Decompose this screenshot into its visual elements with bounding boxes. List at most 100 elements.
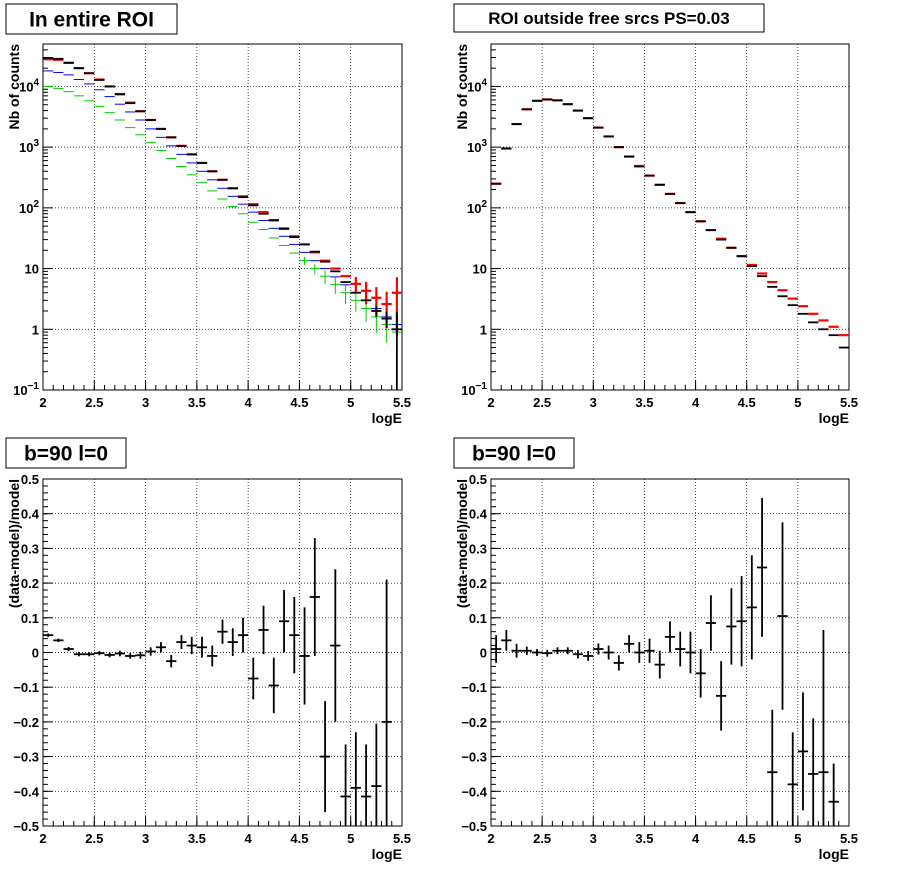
data-point bbox=[371, 723, 382, 826]
data-point bbox=[716, 661, 727, 731]
y-tick-label: 0 bbox=[32, 646, 39, 661]
data-point bbox=[654, 650, 665, 679]
data-point bbox=[278, 590, 290, 653]
x-tick-label: 2.5 bbox=[533, 395, 551, 410]
data-point bbox=[309, 263, 320, 275]
x-tick-label: 5 bbox=[794, 395, 801, 410]
x-tick-label: 4.5 bbox=[738, 831, 756, 846]
y-axis-label: Nb of counts bbox=[454, 44, 470, 130]
data-point bbox=[104, 652, 115, 658]
x-tick-label: 3 bbox=[590, 395, 597, 410]
x-tick-label: 4 bbox=[245, 831, 253, 846]
data-point bbox=[299, 256, 310, 265]
y-tick-label: −0.4 bbox=[13, 784, 39, 799]
y-tick-label: 0.1 bbox=[469, 611, 487, 626]
data-point bbox=[685, 631, 696, 674]
x-tick-label: 5.5 bbox=[840, 831, 858, 846]
title-box bbox=[453, 437, 575, 469]
x-tick-label: 3.5 bbox=[635, 831, 653, 846]
data-point bbox=[227, 628, 238, 656]
data-point bbox=[593, 643, 604, 655]
data-point bbox=[350, 276, 361, 294]
data-point bbox=[43, 633, 54, 637]
x-tick-label: 2.5 bbox=[533, 831, 551, 846]
data-point bbox=[695, 649, 706, 698]
data-point bbox=[94, 651, 105, 656]
y-tick-label: −0.2 bbox=[461, 715, 487, 730]
y-tick-label: 104 bbox=[19, 77, 39, 94]
x-tick-label: 4 bbox=[692, 395, 700, 410]
data-point bbox=[531, 649, 543, 656]
x-tick-label: 2.5 bbox=[85, 831, 103, 846]
data-point bbox=[562, 647, 573, 655]
data-point bbox=[797, 692, 809, 811]
x-tick-label: 3.5 bbox=[635, 395, 653, 410]
data-point bbox=[644, 638, 655, 663]
data-point bbox=[258, 605, 269, 655]
x-axis-label: logE bbox=[819, 410, 849, 426]
y-axis-label: Nb of counts bbox=[6, 44, 22, 130]
y-axis-label: (data-model)/model bbox=[6, 479, 22, 608]
y-tick-label: 103 bbox=[467, 138, 487, 155]
y-tick-label: 102 bbox=[467, 199, 487, 216]
data-point bbox=[114, 650, 126, 657]
data-point bbox=[53, 638, 64, 643]
x-axis-label: logE bbox=[372, 846, 402, 862]
y-tick-label: 0.5 bbox=[21, 472, 39, 487]
data-point bbox=[166, 654, 177, 668]
y-tick-label: 0 bbox=[480, 646, 487, 661]
data-point bbox=[84, 652, 95, 657]
data-point bbox=[613, 655, 624, 671]
y-tick-label: −0.1 bbox=[13, 680, 39, 695]
data-point bbox=[521, 646, 532, 655]
y-tick-label: 10−1 bbox=[461, 381, 487, 398]
data-point bbox=[808, 718, 819, 826]
y-tick-label: 0.3 bbox=[469, 541, 487, 556]
data-point bbox=[777, 522, 788, 710]
y-tick-label: 104 bbox=[467, 77, 487, 94]
data-point bbox=[501, 629, 512, 651]
x-tick-label: 4.5 bbox=[290, 395, 308, 410]
data-point bbox=[756, 498, 768, 637]
chart-panel-2: 2 2.5 3 3.5 4 4.5 5 5.5 10−1 1 10 102 103 104 logE Nb o… bbox=[453, 3, 858, 426]
x-tick-label: 5 bbox=[347, 395, 354, 410]
data-point bbox=[542, 649, 553, 657]
x-tick-label: 5 bbox=[347, 831, 354, 846]
data-point bbox=[391, 312, 402, 390]
plot-frame bbox=[490, 43, 850, 391]
data-point bbox=[73, 652, 85, 657]
chart-title: ROI outside free srcs PS=0.03 bbox=[488, 9, 729, 28]
title-box bbox=[453, 3, 765, 33]
data-point bbox=[330, 569, 341, 722]
y-tick-label: −0.3 bbox=[461, 750, 487, 765]
data-point bbox=[360, 744, 372, 826]
chart-title: In entire ROI bbox=[29, 9, 154, 32]
data-point bbox=[381, 311, 392, 329]
data-point bbox=[299, 607, 310, 705]
x-tick-label: 2 bbox=[39, 831, 46, 846]
y-tick-label: −0.3 bbox=[13, 750, 39, 765]
data-point bbox=[319, 701, 331, 813]
data-point bbox=[330, 277, 341, 294]
x-tick-label: 5.5 bbox=[393, 395, 411, 410]
y-tick-label: 0.1 bbox=[21, 611, 39, 626]
data-point bbox=[125, 653, 136, 659]
data-point bbox=[371, 306, 382, 317]
data-point bbox=[787, 732, 798, 826]
chart-panel-1: 2 2.5 3 3.5 4 4.5 5 5.5 10−1 1 10 102 103 104 logE Nb o… bbox=[5, 3, 411, 426]
data-point bbox=[603, 645, 614, 660]
x-tick-label: 4.5 bbox=[290, 831, 308, 846]
data-point bbox=[552, 647, 563, 655]
data-point bbox=[828, 763, 839, 826]
title-box bbox=[5, 437, 127, 469]
data-point bbox=[726, 588, 737, 665]
data-point bbox=[340, 284, 351, 305]
data-point bbox=[767, 709, 778, 826]
x-tick-label: 5.5 bbox=[840, 395, 858, 410]
data-point bbox=[145, 647, 156, 656]
data-point bbox=[583, 651, 594, 661]
x-tick-label: 2.5 bbox=[85, 395, 103, 410]
x-tick-label: 3 bbox=[590, 831, 597, 846]
chart-panel-4: 2 2.5 3 3.5 4 4.5 5 5.5 −0.5 −0.4 −0.3 −0.2 −0.1 0 0.1… bbox=[453, 437, 858, 862]
data-point bbox=[381, 579, 392, 826]
